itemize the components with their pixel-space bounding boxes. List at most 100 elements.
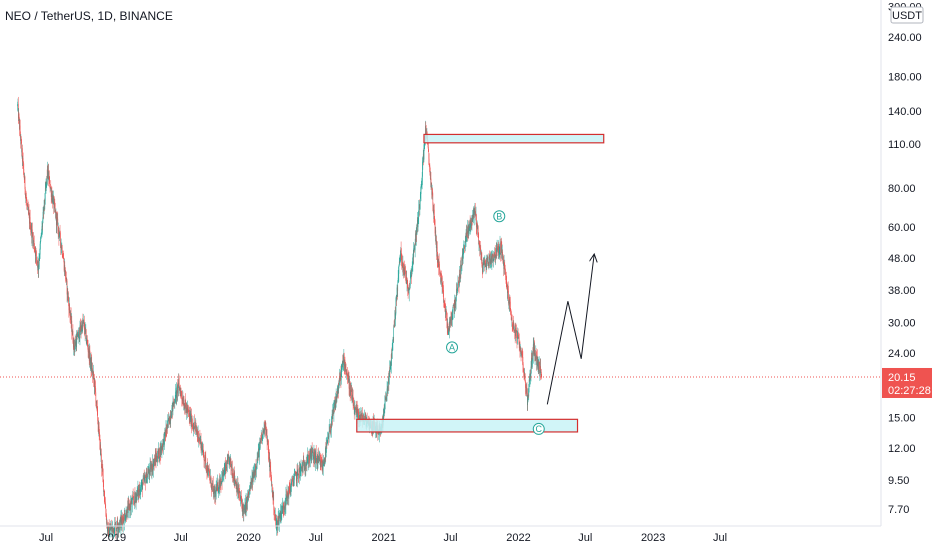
wave-label-c[interactable]: C — [532, 422, 545, 435]
candle — [419, 200, 421, 216]
candle — [319, 451, 321, 465]
candle — [540, 369, 542, 377]
candle — [205, 452, 206, 464]
zone-box[interactable] — [356, 418, 579, 433]
candle — [115, 527, 117, 532]
candle — [406, 270, 407, 285]
candle — [249, 488, 251, 492]
axis-corner[interactable] — [881, 527, 932, 550]
candle — [198, 437, 200, 446]
candle — [101, 464, 103, 477]
candle — [527, 394, 528, 411]
candle — [279, 513, 281, 522]
candle — [316, 458, 317, 469]
candle — [134, 491, 135, 510]
candle — [80, 319, 82, 339]
candle — [495, 248, 497, 261]
candle — [282, 497, 283, 515]
candle — [541, 374, 543, 380]
candle — [46, 175, 48, 188]
candle — [329, 423, 331, 434]
candle — [123, 507, 125, 531]
candle — [65, 278, 67, 282]
candle — [393, 324, 395, 343]
candle — [305, 462, 307, 476]
wave-label-text: C — [536, 424, 543, 434]
candle — [72, 324, 74, 344]
candle — [205, 463, 207, 474]
candle — [517, 327, 519, 339]
candle — [177, 382, 179, 397]
time-axis[interactable]: Jul 2019 Jul 2020 Jul 2021 Jul 2022 Jul 2023 Jul — [39, 532, 727, 544]
candle — [127, 497, 129, 520]
candle — [87, 339, 89, 358]
candle — [510, 309, 512, 321]
candle — [170, 410, 171, 428]
candle — [201, 443, 202, 456]
zone-box[interactable] — [423, 133, 605, 144]
candle — [76, 331, 78, 338]
candle — [414, 238, 416, 258]
candle — [106, 520, 108, 536]
candle — [293, 475, 294, 487]
candle — [66, 277, 67, 286]
candle — [388, 371, 390, 391]
candle — [101, 448, 102, 469]
candle — [322, 453, 324, 474]
candle — [95, 401, 97, 408]
candle — [355, 405, 356, 411]
candle — [141, 479, 143, 486]
candle — [495, 254, 496, 266]
candle — [129, 499, 130, 511]
candle — [348, 372, 349, 383]
candle — [187, 404, 189, 414]
candle — [401, 254, 403, 268]
candle — [129, 503, 131, 519]
candle — [302, 460, 303, 476]
candle — [422, 156, 424, 170]
candle — [429, 167, 431, 180]
candle — [128, 503, 130, 509]
price-axis[interactable]: 300.00240.00180.00140.00110.0080.0060.00… — [888, 1, 922, 516]
candle — [449, 316, 450, 339]
candle — [493, 258, 494, 268]
candle — [326, 439, 328, 449]
candle — [326, 436, 327, 453]
currency-badge[interactable]: USDT — [890, 6, 924, 24]
candle — [518, 332, 520, 345]
candle — [438, 253, 440, 268]
candle — [476, 222, 478, 236]
candle — [286, 495, 287, 505]
candle — [161, 446, 162, 455]
candle — [298, 474, 300, 483]
candle — [287, 485, 289, 497]
candle — [233, 469, 234, 482]
candle — [200, 436, 201, 449]
candle — [246, 493, 248, 512]
candle — [422, 157, 423, 186]
candle — [294, 468, 295, 487]
candle — [421, 178, 423, 188]
candle — [136, 490, 137, 503]
wave-label-a[interactable]: A — [446, 341, 459, 354]
candle — [74, 339, 76, 356]
candle — [266, 428, 268, 451]
wave-label-b[interactable]: B — [493, 210, 506, 223]
candle — [132, 490, 134, 500]
candle — [170, 410, 172, 428]
time-tick-label: Jul — [444, 532, 458, 544]
candle — [488, 253, 490, 270]
candle — [271, 483, 273, 498]
candle — [164, 427, 166, 436]
candle — [203, 451, 205, 468]
candle — [513, 315, 514, 333]
candle — [346, 369, 347, 380]
candle — [198, 436, 200, 448]
candle — [21, 139, 22, 157]
candle — [281, 512, 282, 522]
candle — [240, 495, 242, 505]
candle — [334, 399, 336, 410]
candle — [458, 282, 460, 294]
projection-path[interactable] — [546, 255, 594, 405]
